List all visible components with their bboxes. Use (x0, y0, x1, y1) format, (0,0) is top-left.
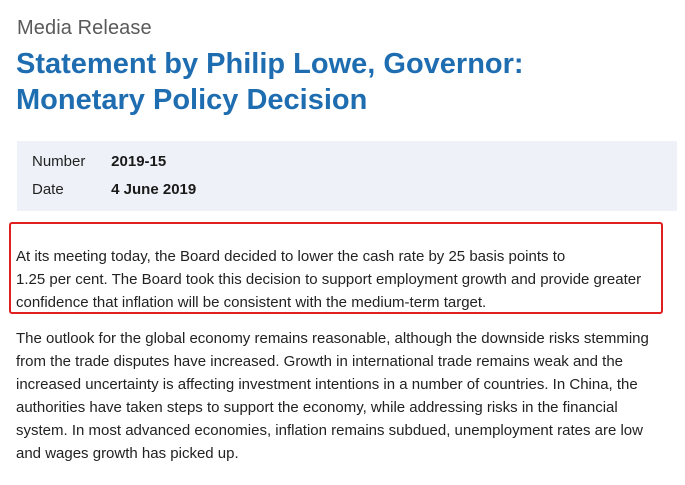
body-paragraph: The outlook for the global economy remai… (16, 327, 676, 465)
media-release-kicker: Media Release (17, 17, 152, 39)
body-paragraph-line: and wages growth has picked up. (16, 445, 239, 462)
title-line-2: Monetary Policy Decision (16, 84, 368, 116)
release-date-row: Date 4 June 2019 (32, 181, 196, 199)
body-paragraph-line: increased uncertainty is affecting inves… (16, 376, 638, 393)
body-paragraph-line: from the trade disputes have increased. … (16, 353, 624, 370)
lead-paragraph: At its meeting today, the Board decided … (16, 245, 656, 314)
title-line-1: Statement by Philip Lowe, Governor: (16, 48, 524, 80)
release-metadata-box: Number 2019-15 Date 4 June 2019 (17, 141, 677, 211)
body-paragraph-line: authorities have taken steps to support … (16, 399, 618, 416)
release-date-value: 4 June 2019 (111, 181, 197, 198)
release-number-row: Number 2019-15 (32, 153, 166, 171)
body-paragraph-line: The outlook for the global economy remai… (16, 330, 649, 347)
release-number-value: 2019-15 (111, 153, 167, 170)
lead-paragraph-line: At its meeting today, the Board decided … (16, 248, 566, 265)
release-number-label: Number (32, 153, 86, 170)
page-title: Statement by Philip Lowe, Governor: Mone… (16, 46, 676, 118)
body-paragraph-line: system. In most advanced economies, infl… (16, 422, 643, 439)
highlight-box (9, 222, 663, 314)
release-date-label: Date (32, 181, 64, 198)
lead-paragraph-line: 1.25 per cent. The Board took this decis… (16, 271, 642, 288)
lead-paragraph-line: confidence that inflation will be consis… (16, 294, 487, 311)
